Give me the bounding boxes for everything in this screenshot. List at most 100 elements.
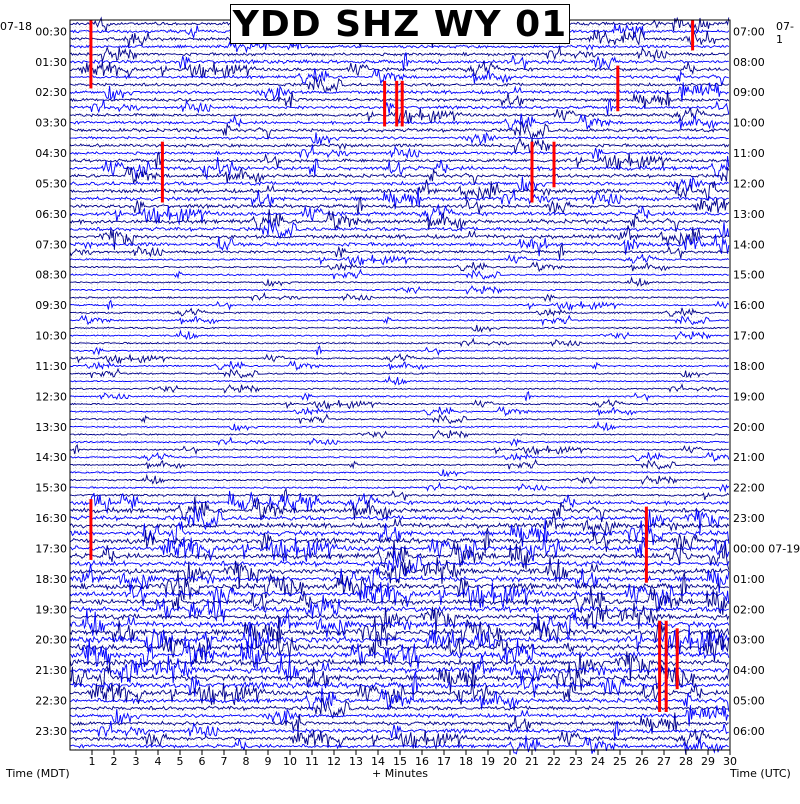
left-tick-label: 21:30 bbox=[35, 664, 67, 677]
trace-row bbox=[69, 353, 730, 365]
x-tick-label: 21 bbox=[525, 755, 539, 768]
trace-row bbox=[69, 519, 730, 547]
x-tick-label: 26 bbox=[635, 755, 649, 768]
left-tick-label: 19:30 bbox=[35, 603, 67, 616]
x-tick-label: 23 bbox=[569, 755, 583, 768]
x-tick-label: 25 bbox=[613, 755, 627, 768]
trace-row bbox=[70, 374, 730, 386]
trace-row bbox=[69, 307, 729, 317]
trace-row bbox=[69, 712, 729, 734]
x-tick-label: 6 bbox=[199, 755, 206, 768]
right-tick-label: 18:00 bbox=[733, 360, 765, 373]
left-tick-label: 01:30 bbox=[35, 56, 67, 69]
trace-row bbox=[69, 651, 729, 682]
trace-row bbox=[69, 299, 730, 312]
trace-row bbox=[69, 219, 730, 240]
x-tick-label: 24 bbox=[591, 755, 605, 768]
trace-row bbox=[69, 528, 730, 554]
right-tick-label: 22:00 bbox=[733, 482, 765, 495]
right-axis-ticks: 07:00 08:00 09:00 10:00 11:00 12:00 13:00 14:00… bbox=[733, 25, 800, 738]
trace-row bbox=[69, 107, 729, 125]
trace-row bbox=[69, 586, 729, 615]
x-tick-label: 30 bbox=[723, 755, 737, 768]
x-axis-label: + Minutes bbox=[372, 767, 429, 780]
trace-row bbox=[69, 572, 730, 601]
red-event-marker bbox=[644, 506, 648, 583]
left-tick-label: 17:30 bbox=[35, 542, 67, 555]
trace-row bbox=[69, 113, 730, 130]
trace-row bbox=[69, 136, 730, 154]
trace-row bbox=[69, 622, 730, 656]
right-tick-label: 10:00 bbox=[733, 117, 765, 130]
x-tick-label: 14 bbox=[371, 755, 385, 768]
red-event-marker bbox=[89, 20, 93, 89]
trace-row bbox=[69, 324, 729, 333]
trace-row bbox=[69, 344, 729, 357]
trace-row bbox=[69, 314, 730, 327]
grid-lines bbox=[70, 20, 730, 750]
right-tick-label: 14:00 bbox=[733, 238, 765, 251]
x-tick-label: 10 bbox=[283, 755, 297, 768]
right-tick-label: 15:00 bbox=[733, 269, 765, 282]
trace-row bbox=[69, 329, 730, 341]
trace-row bbox=[69, 436, 729, 448]
trace-row bbox=[69, 540, 730, 570]
trace-row bbox=[69, 506, 730, 533]
trace-row bbox=[69, 131, 729, 146]
trace-row bbox=[70, 638, 730, 670]
trace-row bbox=[69, 225, 729, 250]
left-tick-label: 08:30 bbox=[35, 269, 67, 282]
right-axis-label: Time (UTC) bbox=[730, 767, 791, 780]
trace-row bbox=[69, 564, 730, 594]
right-tick-label: 17:00 bbox=[733, 330, 765, 343]
trace-row bbox=[69, 429, 730, 440]
red-event-marker bbox=[552, 141, 556, 188]
left-date-label: 07-18 bbox=[0, 20, 32, 33]
left-tick-label: 02:30 bbox=[35, 86, 67, 99]
right-tick-label: 16:00 bbox=[733, 299, 765, 312]
red-event-marker bbox=[383, 80, 387, 127]
trace-row bbox=[69, 496, 730, 523]
trace-row bbox=[69, 156, 730, 181]
left-tick-label: 05:30 bbox=[35, 177, 67, 190]
trace-row bbox=[69, 581, 730, 609]
red-event-marker bbox=[89, 499, 93, 560]
trace-row bbox=[69, 52, 729, 71]
right-tick-label: 19:00 bbox=[733, 390, 765, 403]
trace-row bbox=[69, 594, 729, 623]
left-tick-label: 15:30 bbox=[35, 482, 67, 495]
trace-row bbox=[69, 473, 729, 485]
trace-row bbox=[69, 360, 729, 371]
x-tick-label: 18 bbox=[459, 755, 473, 768]
trace-row bbox=[69, 629, 730, 664]
trace-row bbox=[69, 728, 730, 751]
trace-row bbox=[69, 413, 729, 425]
trace-row bbox=[69, 420, 729, 432]
trace-row bbox=[69, 687, 730, 712]
trace-row bbox=[69, 458, 729, 470]
right-tick-label: 01:00 bbox=[733, 573, 765, 586]
trace-row bbox=[69, 285, 729, 295]
x-tick-label: 22 bbox=[547, 755, 561, 768]
trace-row bbox=[69, 196, 730, 216]
trace-row bbox=[70, 602, 730, 635]
trace-row bbox=[69, 735, 730, 755]
left-tick-label: 18:30 bbox=[35, 573, 67, 586]
x-tick-label: 16 bbox=[415, 755, 429, 768]
trace-row bbox=[69, 37, 730, 54]
trace-row bbox=[69, 697, 729, 720]
right-tick-label: 07:00 bbox=[733, 25, 765, 38]
trace-row bbox=[69, 145, 730, 160]
x-tick-label: 9 bbox=[265, 755, 272, 768]
red-event-marker bbox=[664, 620, 668, 712]
trace-row bbox=[69, 469, 729, 478]
trace-row bbox=[69, 490, 729, 515]
trace-row bbox=[69, 121, 730, 140]
trace-row bbox=[69, 234, 730, 257]
x-tick-label: 17 bbox=[437, 755, 451, 768]
trace-row bbox=[69, 720, 729, 741]
left-tick-label: 13:30 bbox=[35, 421, 67, 434]
right-tick-label: 08:00 bbox=[733, 56, 765, 69]
seismic-traces bbox=[69, 14, 730, 755]
